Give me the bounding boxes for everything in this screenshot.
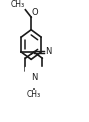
Text: CH₃: CH₃	[10, 0, 24, 9]
Text: O: O	[32, 8, 38, 17]
Text: N: N	[31, 73, 37, 82]
Text: N: N	[45, 47, 52, 56]
Text: CH₃: CH₃	[27, 90, 41, 99]
